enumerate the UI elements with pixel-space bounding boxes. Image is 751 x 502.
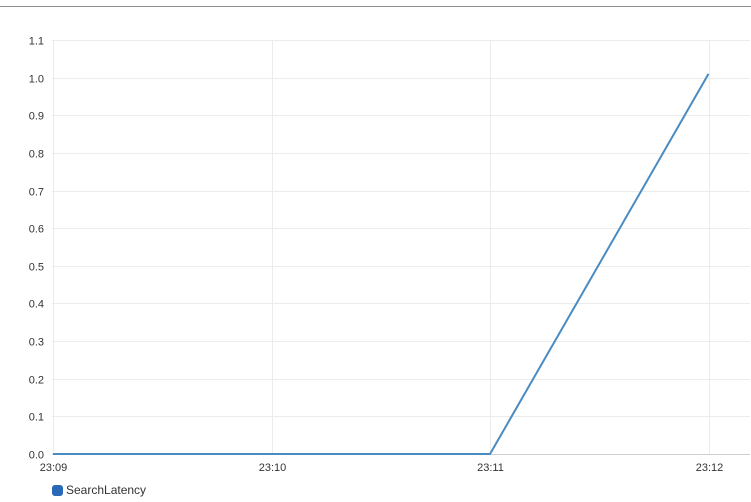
- y-tick-label: 0.1: [29, 412, 44, 424]
- y-tick-label: 0.3: [29, 337, 44, 349]
- x-tick-label: 23:12: [696, 462, 724, 474]
- y-tick-label: 0.0: [29, 450, 44, 462]
- y-axis: 0.0 0.1 0.2 0.3 0.4 0.5 0.6 0.7 0.8 0.9 1.0 1.1: [29, 36, 44, 462]
- y-tick-label: 0.7: [29, 187, 44, 199]
- y-tick-label: 0.6: [29, 224, 44, 236]
- y-tick-label: 0.4: [29, 299, 44, 311]
- y-tick-label: 0.9: [29, 111, 44, 123]
- series-line-searchlatency[interactable]: [53, 73, 710, 455]
- y-tick-label: 0.2: [29, 375, 44, 387]
- legend[interactable]: SearchLatency: [52, 482, 146, 498]
- grid-lines: [52, 40, 750, 455]
- x-tick-label: 23:11: [477, 462, 504, 474]
- y-tick-label: 0.8: [29, 149, 44, 161]
- x-tick-label: 23:09: [40, 462, 68, 474]
- y-tick-label: 0.5: [29, 262, 44, 274]
- x-axis: 23:09 23:10 23:11 23:12: [40, 462, 724, 474]
- legend-label-searchlatency: SearchLatency: [66, 483, 147, 497]
- y-tick-label: 1.0: [29, 74, 44, 86]
- line-chart: 0.0 0.1 0.2 0.3 0.4 0.5 0.6 0.7 0.8 0.9 1.0 1.1 23:…: [29, 36, 750, 474]
- series-layer: [53, 73, 710, 455]
- y-tick-label: 1.1: [29, 36, 44, 48]
- legend-swatch: [52, 484, 63, 496]
- top-divider: [0, 6, 751, 7]
- x-tick-label: 23:10: [259, 462, 287, 474]
